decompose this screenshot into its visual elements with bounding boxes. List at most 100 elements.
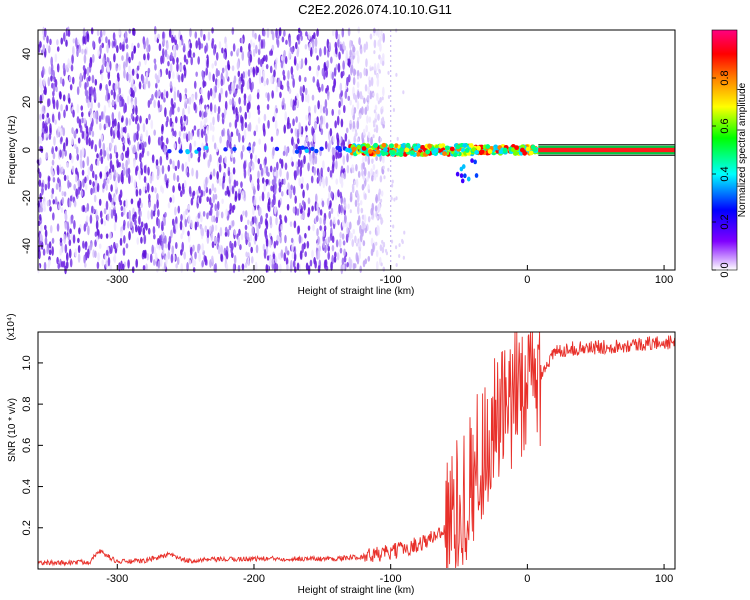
noise-speckle [171,107,175,115]
noise-speckle [304,44,308,50]
noise-speckle [169,63,173,73]
noise-speckle [233,229,237,236]
noise-speckle [72,234,76,244]
noise-speckle [203,33,206,41]
noise-speckle [146,182,150,193]
tone-blob [455,171,460,177]
tone-blob [449,146,455,152]
noise-speckle [186,262,189,272]
noise-speckle [371,175,374,182]
noise-speckle [382,241,385,246]
noise-speckle [69,195,73,202]
noise-speckle [338,203,341,214]
noise-speckle [358,246,361,251]
noise-speckle [259,206,262,216]
noise-speckle [333,216,336,225]
noise-speckle [214,224,218,231]
noise-speckle [77,39,80,46]
noise-speckle [260,167,264,177]
noise-speckle [86,33,90,43]
noise-speckle [119,189,123,198]
noise-speckle [317,65,321,71]
noise-speckle [362,240,366,247]
noise-speckle [122,167,126,176]
noise-speckle [98,243,102,249]
noise-speckle [85,215,89,223]
noise-speckle [89,165,93,172]
noise-speckle [188,186,192,195]
noise-speckle [54,78,58,88]
noise-speckle [356,119,360,130]
noise-speckle [119,42,122,50]
noise-speckle [379,137,383,142]
noise-speckle [99,171,102,178]
noise-speckle [273,186,277,195]
noise-speckle [195,71,198,77]
noise-speckle [240,150,244,160]
noise-speckle [328,185,331,193]
noise-speckle [203,81,207,87]
noise-speckle [111,137,114,144]
noise-speckle [111,99,115,107]
noise-speckle [181,73,184,83]
noise-speckle [156,193,159,201]
noise-speckle [140,167,144,176]
noise-speckle [354,199,358,208]
noise-speckle [318,245,322,252]
noise-speckle [130,175,134,184]
noise-speckle [195,40,198,49]
noise-speckle [194,251,197,260]
noise-speckle [225,208,228,217]
noise-speckle [81,169,85,176]
noise-speckle [256,228,260,238]
noise-speckle [100,156,104,165]
noise-speckle [203,118,207,128]
noise-speckle [375,170,378,175]
noise-speckle [38,249,41,260]
colorbar-label: Normalized spectral amplitude [737,82,748,217]
noise-speckle [314,122,317,131]
noise-speckle [96,159,100,167]
noise-speckle [61,78,65,87]
noise-speckle [181,163,185,172]
noise-speckle [222,175,226,184]
noise-speckle [297,33,301,41]
noise-speckle [131,68,135,76]
noise-speckle [361,183,365,191]
noise-speckle [169,158,172,165]
noise-speckle [79,160,83,170]
spectrogram-noise-layer [36,25,406,275]
tone-blob [462,143,468,148]
noise-speckle [266,78,269,86]
noise-speckle [309,47,313,58]
colorbar-tick-label: 0.0 [719,262,731,277]
noise-speckle [84,48,87,55]
noise-speckle [297,39,301,45]
noise-speckle [354,94,358,103]
noise-speckle [238,228,241,236]
noise-speckle [52,152,56,160]
noise-speckle [209,154,212,163]
noise-speckle [50,193,54,199]
noise-speckle [109,159,113,170]
noise-speckle [331,29,335,37]
noise-speckle [375,241,378,246]
noise-speckle [113,221,117,232]
noise-speckle [322,230,326,238]
noise-speckle [377,113,380,121]
noise-speckle [248,42,251,52]
noise-speckle [171,218,175,226]
noise-speckle [320,115,324,125]
noise-speckle [291,161,294,167]
noise-speckle [194,91,198,101]
noise-speckle [395,72,398,77]
noise-speckle [59,76,63,85]
tone-blob [470,158,474,163]
noise-speckle [316,55,319,61]
noise-speckle [353,51,356,56]
noise-speckle [349,231,352,241]
noise-speckle [319,209,323,216]
noise-speckle [221,47,224,54]
noise-speckle [321,200,325,208]
noise-speckle [286,80,290,89]
